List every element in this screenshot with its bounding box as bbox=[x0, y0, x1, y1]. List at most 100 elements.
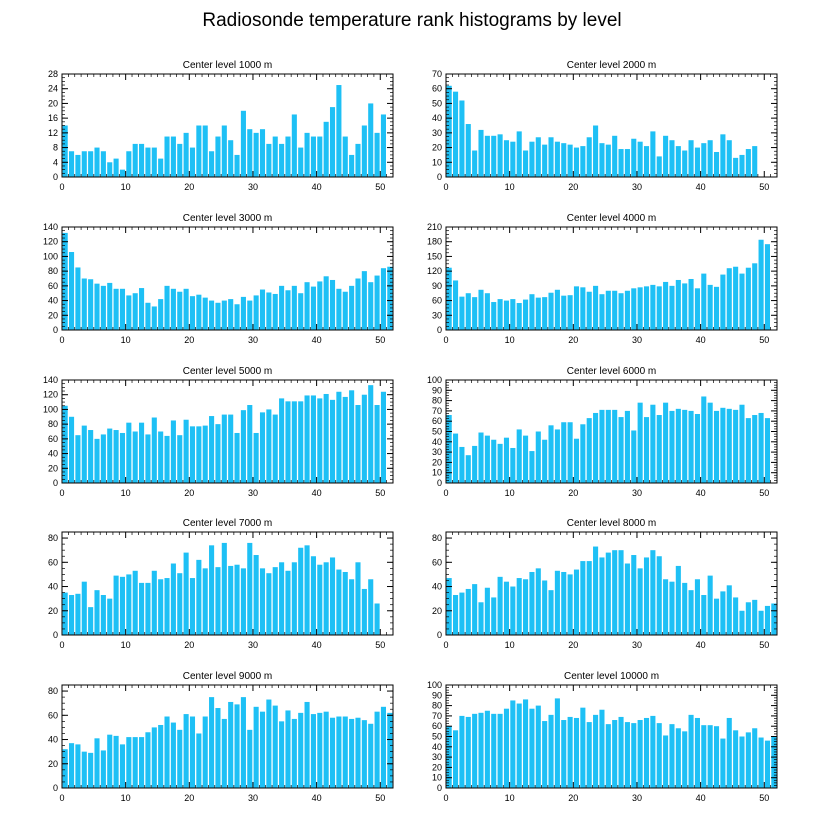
bar bbox=[158, 299, 164, 330]
bar bbox=[113, 430, 119, 483]
bar bbox=[701, 143, 707, 177]
y-tick-label: 10 bbox=[432, 773, 442, 783]
bar bbox=[304, 701, 310, 788]
bar bbox=[535, 568, 541, 635]
bar bbox=[605, 552, 611, 635]
panel-title: Center level 4000 m bbox=[567, 213, 657, 224]
bar bbox=[478, 289, 484, 330]
bar bbox=[745, 418, 751, 483]
bar bbox=[726, 717, 732, 788]
bar bbox=[164, 435, 170, 483]
bar bbox=[119, 288, 126, 330]
bar bbox=[669, 410, 675, 483]
bar bbox=[368, 723, 374, 788]
bar bbox=[771, 736, 777, 788]
panel-7: Center level 7000 m 0 20 40 60 80 0 10 20 30 40 50 bbox=[48, 518, 394, 650]
bar bbox=[310, 136, 316, 177]
bar bbox=[234, 154, 240, 177]
bar bbox=[240, 697, 246, 788]
bar bbox=[107, 734, 113, 788]
x-tick-label: 40 bbox=[696, 793, 706, 803]
bar bbox=[342, 291, 348, 330]
bar bbox=[298, 547, 304, 635]
bar bbox=[62, 592, 68, 635]
y-tick-label: 100 bbox=[43, 404, 58, 414]
x-tick-label: 50 bbox=[375, 182, 385, 192]
bar bbox=[266, 409, 272, 483]
bar bbox=[349, 390, 355, 483]
bar bbox=[170, 136, 176, 177]
bar bbox=[478, 129, 484, 177]
y-tick-label: 0 bbox=[437, 478, 442, 488]
bar bbox=[764, 605, 770, 635]
bar bbox=[707, 140, 713, 177]
bar bbox=[637, 720, 643, 788]
bar bbox=[336, 85, 342, 177]
bar bbox=[580, 287, 586, 330]
y-tick-label: 28 bbox=[48, 69, 58, 79]
bar bbox=[618, 550, 624, 635]
bar bbox=[119, 576, 126, 635]
bar bbox=[573, 717, 580, 788]
bar bbox=[567, 144, 573, 177]
bar bbox=[764, 244, 770, 330]
x-tick-label: 30 bbox=[632, 488, 642, 498]
bar bbox=[228, 299, 234, 330]
bar bbox=[586, 722, 592, 788]
bar bbox=[266, 143, 272, 177]
bar bbox=[317, 564, 323, 635]
y-tick-label: 40 bbox=[48, 296, 58, 306]
bar bbox=[380, 114, 386, 177]
bar bbox=[618, 293, 624, 330]
bar bbox=[247, 405, 253, 483]
bar bbox=[726, 268, 732, 330]
y-tick-label: 30 bbox=[432, 447, 442, 457]
bar bbox=[631, 430, 637, 483]
bar bbox=[643, 557, 650, 635]
bar bbox=[752, 728, 758, 788]
bar bbox=[304, 282, 310, 330]
bar bbox=[310, 286, 316, 330]
bar bbox=[593, 412, 599, 483]
bar bbox=[459, 715, 465, 788]
bar bbox=[688, 140, 694, 177]
bar bbox=[548, 425, 554, 483]
bar bbox=[259, 711, 266, 788]
bar bbox=[189, 147, 196, 177]
bar bbox=[304, 395, 310, 483]
bar bbox=[279, 562, 285, 635]
bar bbox=[75, 744, 81, 788]
panel-title: Center level 9000 m bbox=[183, 671, 273, 682]
panel-title: Center level 8000 m bbox=[567, 518, 657, 529]
bar bbox=[247, 129, 253, 177]
bar bbox=[675, 408, 681, 483]
bar bbox=[465, 124, 471, 177]
bar bbox=[374, 405, 380, 483]
bar bbox=[503, 300, 510, 330]
y-tick-label: 80 bbox=[48, 533, 58, 543]
bar bbox=[472, 713, 478, 788]
bar bbox=[240, 110, 246, 177]
panel-title: Center level 1000 m bbox=[183, 60, 273, 71]
bar bbox=[355, 405, 361, 483]
bar bbox=[707, 284, 713, 330]
bar bbox=[618, 417, 624, 483]
bar bbox=[701, 595, 707, 635]
y-tick-label: 150 bbox=[427, 251, 442, 261]
bar bbox=[368, 103, 374, 177]
bar bbox=[573, 569, 580, 635]
panel-title: Center level 2000 m bbox=[567, 60, 657, 71]
bar bbox=[177, 291, 183, 330]
bar bbox=[100, 750, 106, 788]
bar bbox=[675, 279, 681, 330]
x-tick-label: 0 bbox=[59, 182, 64, 192]
bar bbox=[209, 151, 215, 177]
bar bbox=[523, 579, 529, 635]
bar bbox=[745, 602, 751, 635]
bar bbox=[202, 297, 208, 330]
bar bbox=[472, 297, 478, 330]
bar bbox=[88, 752, 94, 788]
bar bbox=[758, 737, 764, 788]
bar bbox=[323, 562, 329, 635]
bar bbox=[567, 574, 573, 635]
